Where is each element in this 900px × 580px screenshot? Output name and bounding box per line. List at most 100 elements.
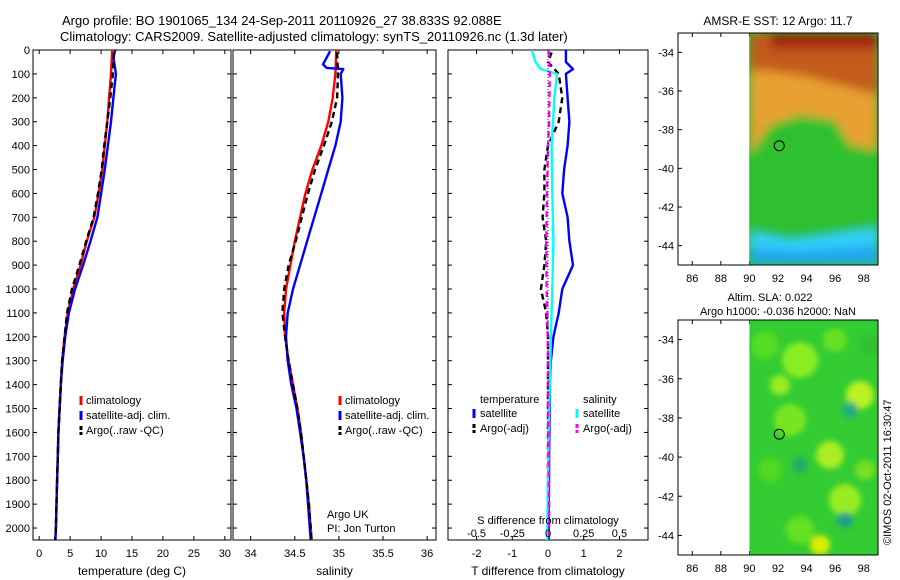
x-tick-label: 88: [715, 273, 727, 285]
map-frame: [677, 32, 879, 266]
y-tick-label: 0: [24, 45, 30, 57]
header: Argo profile: BO 1901065_134 24-Sep-2011…: [0, 0, 650, 46]
legend-label: Argo(-adj): [480, 423, 529, 435]
x-tick-label: 98: [858, 273, 870, 285]
x-tick-label: 2: [616, 548, 622, 560]
legend-label: climatology: [86, 395, 142, 407]
x-tick-label: 96: [829, 563, 841, 575]
legend-label: satellite-adj. clim.: [345, 410, 429, 422]
x-tick-label: -1: [507, 548, 517, 560]
x-tick-label: 25: [188, 548, 200, 560]
sla-blob: [823, 328, 847, 352]
y-tick-label: -36: [658, 86, 674, 98]
y-tick-label: 1400: [6, 380, 30, 392]
x-tick-label: 96: [829, 273, 841, 285]
y-tick-label: 100: [12, 69, 30, 81]
sla-blob: [786, 516, 814, 544]
sla-blend: [751, 328, 878, 555]
sst-hottest-zone: [770, 33, 878, 48]
legend-label: satellite: [583, 408, 620, 420]
argo-position-marker: [773, 428, 785, 440]
x-axis-label: temperature (deg C): [78, 564, 186, 578]
sla-blob: [751, 331, 779, 359]
sst-map-panel: -34 -36 -38 -40 -42 -44 86 88 90 92 94 96 98 AMSR-E S…: [658, 14, 879, 285]
legend-title-salinity: salinity: [583, 394, 617, 406]
temperature-panel: 0100200300400500600700800900100011001200…: [6, 45, 232, 578]
x-tick-label: -2: [472, 548, 482, 560]
s-tick-label: 0.5: [612, 528, 627, 540]
s-tick-label: -0.25: [500, 528, 525, 540]
y-tick-label: 1300: [6, 356, 30, 368]
y-tick-label: 1500: [6, 404, 30, 416]
x-tick-label: 92: [772, 563, 784, 575]
x-tick-label: 0: [545, 548, 551, 560]
y-tick-label: 1700: [6, 451, 30, 463]
sla-blob: [758, 458, 782, 482]
y-tick-label: -38: [658, 125, 674, 137]
sla-map-panel: -34 -36 -38 -40 -42 -44 86 88 90 92 94 96 98 Altim. S…: [658, 292, 879, 575]
x-tick-label: 34.5: [284, 548, 305, 560]
sla-field: [749, 320, 878, 555]
y-tick-label: 900: [12, 260, 30, 272]
sla-map-title-2: Argo h1000: -0.036 h2000: NaN: [700, 306, 856, 318]
y-tick-label: 500: [12, 165, 30, 177]
sst-hot-zone: [749, 33, 878, 95]
y-tick-label: -34: [658, 335, 674, 347]
legend-label: satellite: [480, 408, 517, 420]
y-tick-label: -38: [658, 413, 674, 425]
x-tick-label: 86: [686, 563, 698, 575]
legend-label: Argo(..raw -QC): [86, 425, 164, 437]
s-tick-label: -0.5: [467, 528, 486, 540]
sla-blob: [810, 535, 830, 555]
x-axis-label: salinity: [316, 564, 353, 578]
x-tick-label: 90: [743, 273, 755, 285]
y-tick-label: 1600: [6, 427, 30, 439]
x-tick-label: 0: [36, 548, 42, 560]
x-tick-label: 94: [800, 563, 812, 575]
annotation-argo-uk: Argo UK: [327, 509, 369, 521]
series-line: [54, 52, 116, 540]
x-axis-label: T difference from climatology: [471, 564, 625, 578]
copyright-stamp: ©IMOS 02-Oct-2011 16:30:47: [882, 400, 894, 545]
y-tick-label: -40: [658, 163, 674, 175]
title-line-2: Climatology: CARS2009. Satellite-adjuste…: [60, 29, 568, 44]
map-frame: [677, 319, 879, 556]
sla-blob: [770, 375, 790, 395]
salinity-panel: 34 34.5 35 35.5 36 salinity climatology satelli…: [232, 49, 437, 578]
sla-blob: [816, 441, 844, 469]
y-tick-label: -42: [658, 202, 674, 214]
y-tick-label: 1200: [6, 332, 30, 344]
x-tick-label: 94: [800, 273, 812, 285]
difference-panel: -2 -1 0 1 2 T difference from climatology -0.5…: [447, 49, 649, 578]
x-tick-label: 90: [743, 563, 755, 575]
series-line: [545, 51, 551, 540]
y-tick-label: -44: [658, 530, 674, 542]
y-tick-label: -44: [658, 241, 674, 253]
legend-label: Argo(-adj): [583, 423, 632, 435]
y-tick-label: 1000: [6, 284, 30, 296]
y-tick-label: 300: [12, 117, 30, 129]
title-line-1: Argo profile: BO 1901065_134 24-Sep-2011…: [62, 13, 502, 28]
y-tick-label: 1100: [6, 308, 30, 320]
series-group: [281, 50, 345, 540]
x-tick-label: 20: [157, 548, 169, 560]
annotation-pi: PI: Jon Turton: [327, 523, 395, 535]
sst-field: [749, 33, 878, 265]
sla-blob: [774, 404, 806, 436]
y-tick-label: -42: [658, 491, 674, 503]
y-tick-label: -34: [658, 47, 674, 59]
x-tick-label: 92: [772, 273, 784, 285]
x-tick-label: 30: [219, 548, 231, 560]
sst-cold-zone: [749, 245, 878, 265]
x-tick-label: 36: [421, 548, 433, 560]
sla-map-title-1: Altim. SLA: 0.022: [728, 292, 813, 304]
argo-position-marker: [773, 140, 785, 152]
sla-blob: [855, 460, 875, 480]
s-tick-label: 0.25: [573, 528, 594, 540]
plot-frame: [32, 49, 232, 541]
y-tick-label: -36: [658, 374, 674, 386]
y-tick-label: 2000: [6, 523, 30, 535]
sla-blob: [860, 335, 878, 355]
legend-label: Argo(..raw -QC): [345, 425, 423, 437]
